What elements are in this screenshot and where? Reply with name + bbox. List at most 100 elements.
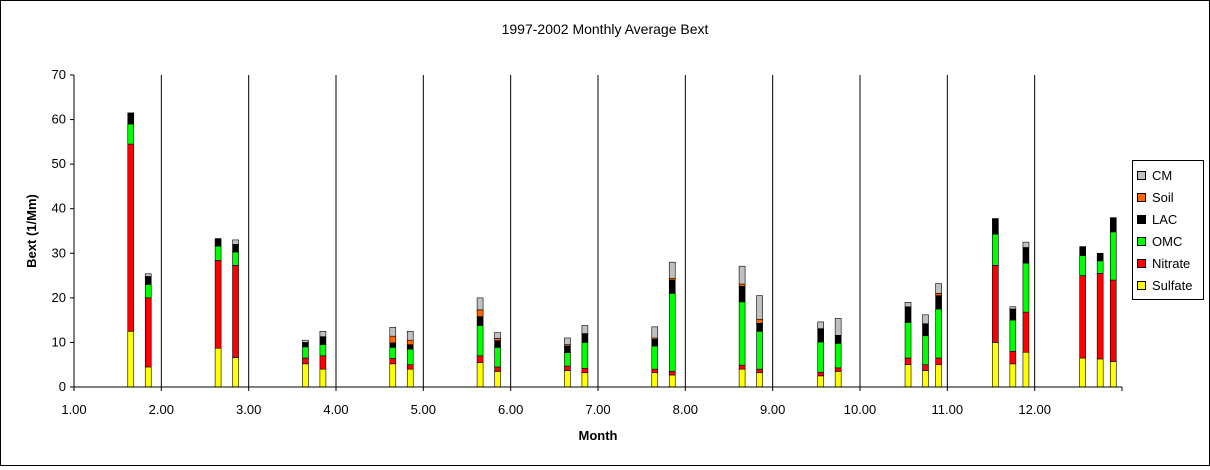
bar-segment-sulfate [922, 370, 929, 388]
bar-segment-soil [494, 338, 501, 341]
bar-segment-cm [476, 297, 484, 311]
bar-segment-lac [756, 322, 763, 332]
bar-segment-nitrate [1096, 273, 1104, 360]
bar-segment-lac [651, 339, 659, 347]
bar-segment-nitrate [904, 357, 912, 366]
bar-segment-cm [581, 325, 589, 334]
bar-segment-sulfate [476, 362, 484, 388]
legend-swatch [1137, 236, 1146, 246]
bar-segment-nitrate [406, 364, 414, 370]
bar-segment-nitrate [651, 368, 659, 374]
bar-segment-soil [935, 293, 942, 296]
y-tick-label: 10 [52, 334, 66, 349]
bar-segment-omc [904, 322, 912, 359]
bar-segment-sulfate [834, 371, 842, 388]
bar-segment-nitrate [738, 364, 746, 370]
bar-segment-lac [1096, 252, 1104, 262]
bar-segment-lac [144, 276, 152, 285]
grid-layer [160, 75, 1036, 387]
bar-segment-lac [992, 218, 999, 235]
x-tick-label: 9.00 [760, 402, 785, 417]
bar-segment-omc [1109, 231, 1117, 281]
bar-segment-sulfate [1079, 357, 1086, 388]
x-tick-label: 1.00 [61, 402, 86, 417]
legend-swatch [1137, 280, 1146, 290]
bar-segment-soil [738, 283, 746, 287]
bar-segment-sulfate [389, 363, 397, 388]
ticks-layer: 0 10 20 30 40 50 60 70 1.00 2.00 3.00 4.00 5.00 6.00 7… [52, 67, 1123, 417]
legend: CM Soil LAC OMC Nitrate Sulfate [1132, 160, 1204, 300]
y-tick-label: 20 [52, 290, 66, 305]
bar-segment-omc [302, 346, 309, 359]
bar-segment-lac [389, 342, 397, 348]
legend-item-sulfate: Sulfate [1137, 276, 1192, 294]
y-tick-label: 60 [52, 112, 66, 127]
bar-segment-nitrate [992, 265, 999, 343]
bar-segment-nitrate [756, 368, 763, 374]
bar-segment-cm [494, 332, 501, 339]
bar-segment-lac [232, 244, 239, 253]
bar-segment-omc [564, 352, 571, 367]
bar-segment-cm [756, 295, 763, 320]
legend-label: Soil [1152, 189, 1174, 205]
bar-segment-omc [738, 301, 746, 366]
x-tick-label: 8.00 [673, 402, 698, 417]
bar-segment-cm [904, 302, 912, 308]
bar-segment-cm [319, 330, 327, 337]
bar-segment-sulfate [904, 364, 912, 388]
bar-segment-sulfate [214, 347, 222, 388]
bar-segment-omc [935, 308, 942, 359]
bar-segment-lac [319, 336, 327, 345]
legend-label: LAC [1152, 211, 1178, 227]
bar-segment-soil [406, 339, 414, 345]
bar-segment-omc [494, 347, 501, 368]
bar-segment-cm [738, 265, 746, 285]
bar-segment-lac [564, 345, 571, 353]
legend-label: OMC [1152, 233, 1183, 249]
x-tick-label: 5.00 [411, 402, 436, 417]
bar-segment-cm [651, 326, 659, 339]
bar-segment-sulfate [1009, 363, 1017, 388]
legend-label: CM [1152, 167, 1173, 183]
bar-segment-omc [144, 284, 152, 299]
bar-segment-omc [232, 251, 239, 266]
bar-segment-cm [302, 339, 309, 343]
x-tick-label: 12.00 [1018, 402, 1051, 417]
bar-segment-omc [1079, 255, 1086, 276]
x-tick-label: 7.00 [585, 402, 610, 417]
bar-segment-soil [476, 309, 484, 317]
bar-segment-soil [389, 335, 397, 344]
bar-segment-sulfate [581, 372, 589, 388]
x-tick-label: 6.00 [498, 402, 523, 417]
bar-segment-cm [389, 326, 397, 337]
bar-segment-omc [319, 344, 327, 357]
bar-segment-nitrate [302, 357, 309, 365]
y-tick-label: 0 [59, 379, 66, 394]
bar-segment-soil [756, 318, 763, 324]
bar-segment-lac [935, 295, 942, 310]
bar-segment-sulfate [1022, 351, 1030, 388]
bar-segment-cm [406, 330, 414, 341]
bar-segment-nitrate [581, 367, 589, 374]
bar-segment-nitrate [935, 357, 942, 366]
x-tick-label: 10.00 [844, 402, 877, 417]
y-tick-label: 70 [52, 67, 66, 82]
bar-segment-omc [214, 245, 222, 261]
x-tick-label: 11.00 [932, 402, 964, 417]
bar-segment-lac [302, 342, 309, 348]
legend-swatch [1137, 258, 1146, 268]
bar-segment-omc [1096, 260, 1104, 274]
legend-item-omc: OMC [1137, 232, 1182, 250]
bar-segment-nitrate [1079, 275, 1086, 359]
y-tick-label: 40 [52, 201, 66, 216]
bar-segment-omc [389, 347, 397, 359]
bar-segment-sulfate [738, 368, 746, 388]
y-axis-label: Bext (1/Mm) [24, 194, 39, 268]
bar-segment-lac [494, 340, 501, 348]
bar-segment-sulfate [564, 370, 571, 388]
bar-segment-lac [668, 279, 676, 294]
bar-segment-lac [1022, 247, 1030, 264]
bar-segment-sulfate [992, 342, 999, 388]
